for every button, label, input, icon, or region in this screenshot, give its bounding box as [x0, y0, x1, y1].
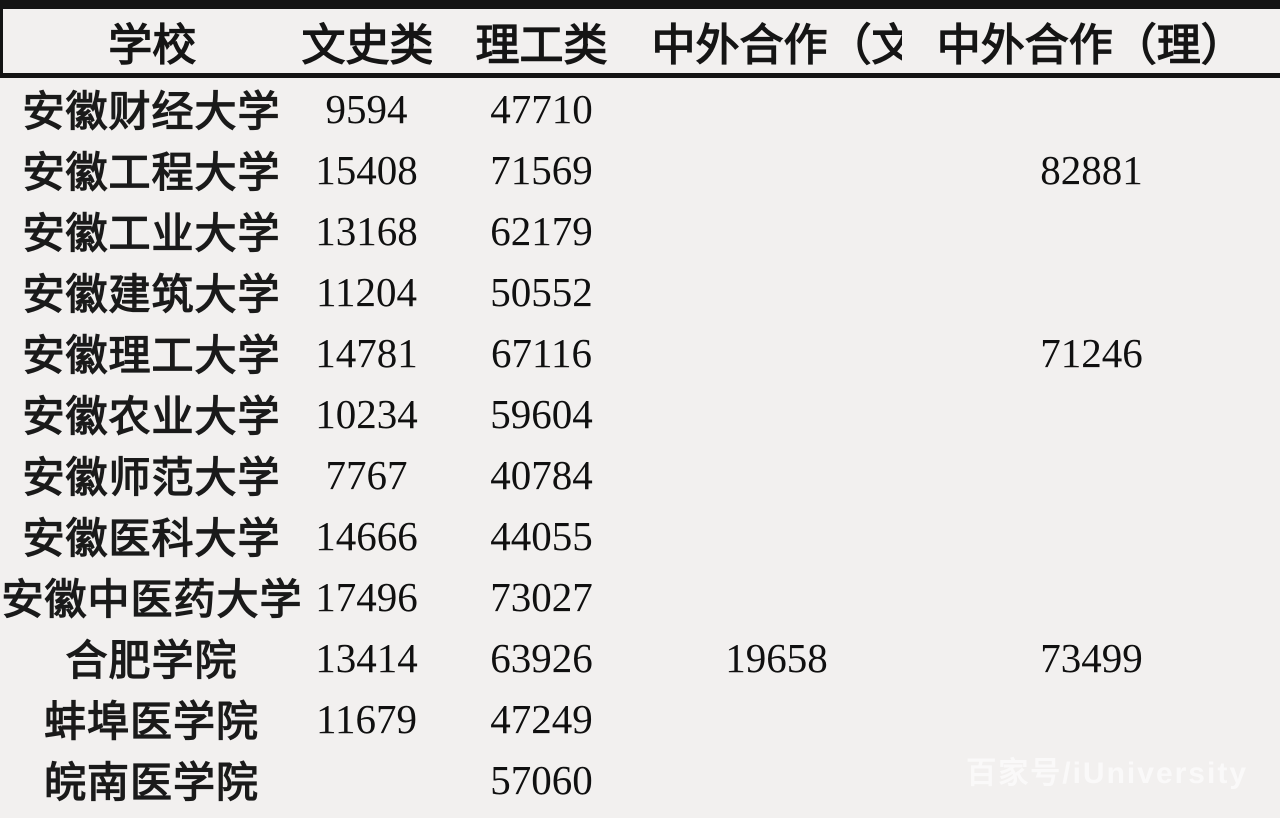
table-row: 安徽理工大学 14781 67116 71246 [2, 322, 1280, 383]
value-cell [902, 444, 1280, 505]
value-cell: 47710 [490, 85, 593, 132]
table-row: 安徽农业大学 10234 59604 [2, 383, 1280, 444]
column-header-3: 中外合作（文） [651, 4, 902, 78]
value-cell [902, 261, 1280, 322]
table-row: 合肥学院 13414 63926 19658 73499 [2, 627, 1280, 688]
value-cell: 80468 [432, 810, 652, 818]
value-cell [652, 200, 902, 261]
school-name-cell: 蚌埠医学院 [43, 698, 259, 745]
value-cell: 14666 [315, 512, 418, 559]
value-cell: 73027 [490, 573, 593, 620]
value-cell [652, 749, 902, 810]
value-cell: 9594 [325, 85, 408, 132]
column-header-1: 文史类 [301, 4, 432, 78]
value-cell: 62179 [490, 207, 593, 254]
value-cell: 44055 [490, 512, 593, 559]
value-cell: 14781 [315, 329, 418, 376]
value-cell [652, 383, 902, 444]
value-cell: 57060 [490, 756, 593, 803]
value-cell: 15408 [315, 146, 418, 193]
school-name-cell: 合肥学院 [65, 637, 238, 684]
column-header-0: 学校 [0, 4, 302, 78]
school-name-cell: 安徽理工大学 [22, 332, 281, 379]
value-cell: 13168 [315, 207, 418, 254]
value-cell: 73499 [1040, 634, 1143, 681]
value-cell [902, 76, 1280, 140]
value-cell [652, 261, 902, 322]
column-header-4: 中外合作（理） [901, 4, 1280, 78]
school-name-cell: 安徽财经大学 [22, 88, 281, 135]
value-cell: 19658 [725, 634, 828, 681]
value-cell [902, 505, 1280, 566]
school-name-cell: 安徽工程大学 [22, 149, 281, 196]
value-cell [902, 200, 1280, 261]
table-row: 安徽中医药大学 17496 73027 [2, 566, 1280, 627]
value-cell [652, 505, 902, 566]
table-row: 安徽工程大学 15408 71569 82881 [2, 139, 1280, 200]
school-name-cell: 安徽工业大学 [22, 210, 281, 257]
value-cell: 11204 [316, 268, 417, 315]
table-row: 安徽建筑大学 11204 50552 [2, 261, 1280, 322]
value-cell [902, 688, 1280, 749]
value-cell [902, 749, 1280, 810]
value-cell: 59604 [490, 390, 593, 437]
value-cell [902, 810, 1280, 818]
value-cell: 11679 [316, 695, 417, 742]
value-cell: 82881 [1040, 146, 1143, 193]
school-name-cell: 安徽建筑大学 [22, 271, 281, 318]
value-cell [652, 76, 902, 140]
value-cell: 7767 [325, 451, 408, 498]
school-name-cell: 合肥师范学院 [2, 810, 302, 818]
value-cell: 17496 [315, 573, 418, 620]
value-cell [652, 810, 902, 818]
value-cell: 40784 [490, 451, 593, 498]
value-cell [652, 444, 902, 505]
table-row: 安徽医科大学 14666 44055 [2, 505, 1280, 566]
school-name-cell: 安徽中医药大学 [1, 576, 302, 623]
value-cell: 71569 [490, 146, 593, 193]
value-cell [902, 566, 1280, 627]
school-name-cell: 安徽师范大学 [22, 454, 281, 501]
table-row: 安徽工业大学 13168 62179 [2, 200, 1280, 261]
table-row: 安徽师范大学 7767 40784 [2, 444, 1280, 505]
school-name-cell: 安徽农业大学 [22, 393, 281, 440]
value-cell: 13414 [315, 634, 418, 681]
value-cell: 63926 [490, 634, 593, 681]
column-header-2: 理工类 [431, 4, 652, 78]
value-cell [652, 322, 902, 383]
value-cell [652, 688, 902, 749]
value-cell: 10234 [315, 390, 418, 437]
school-name-cell: 皖南医学院 [43, 759, 259, 806]
value-cell: 50552 [490, 268, 593, 315]
value-cell [302, 749, 432, 810]
value-cell [902, 383, 1280, 444]
value-cell [652, 566, 902, 627]
table-row: 合肥师范学院1816880468 [2, 810, 1280, 818]
table-row: 皖南医学院 57060 [2, 749, 1280, 810]
school-name-cell: 安徽医科大学 [22, 515, 281, 562]
value-cell [652, 139, 902, 200]
value-cell: 71246 [1040, 329, 1143, 376]
table-body: 安徽财经大学 9594 47710 安徽工程大学 15408 71569 82881 安徽工业… [2, 76, 1280, 818]
value-cell: 18168 [302, 810, 432, 818]
value-cell: 47249 [490, 695, 593, 742]
table-row: 蚌埠医学院 11679 47249 [2, 688, 1280, 749]
value-cell: 67116 [491, 329, 592, 376]
table-row: 安徽财经大学 9594 47710 [2, 76, 1280, 140]
